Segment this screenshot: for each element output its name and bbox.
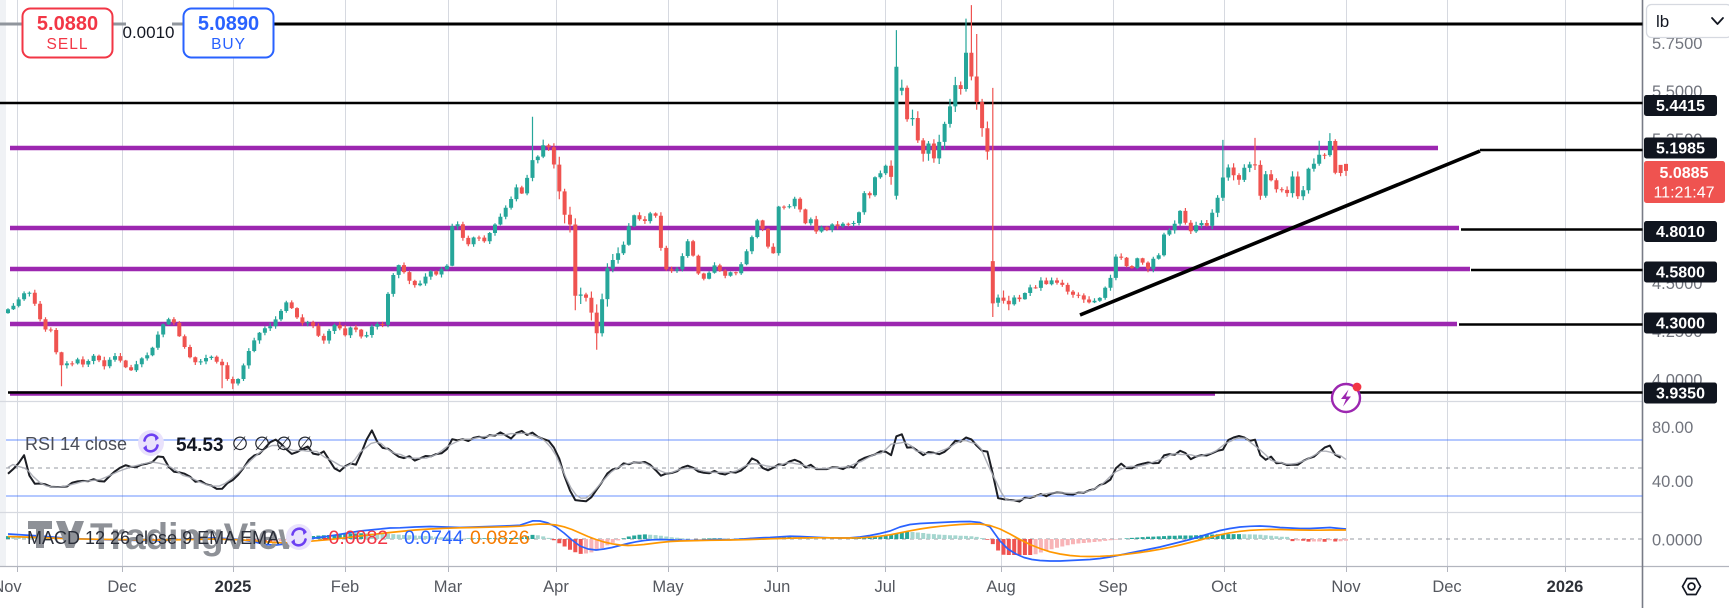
svg-text:54.53: 54.53 (176, 435, 224, 456)
svg-text:Apr: Apr (543, 578, 569, 596)
svg-text:4.3000: 4.3000 (1656, 316, 1705, 333)
svg-text:3.9350: 3.9350 (1656, 386, 1705, 403)
svg-text:lb: lb (1656, 12, 1669, 31)
svg-text:RSI 14 close: RSI 14 close (25, 434, 127, 454)
svg-text:4.5800: 4.5800 (1656, 265, 1705, 282)
svg-text:2026: 2026 (1547, 578, 1584, 596)
svg-text:Oct: Oct (1211, 578, 1237, 596)
svg-text:2025: 2025 (215, 578, 252, 596)
svg-text:Aug: Aug (986, 578, 1015, 596)
svg-text:∅: ∅ (297, 434, 314, 455)
svg-text:∅: ∅ (232, 434, 249, 455)
svg-text:11:21:47: 11:21:47 (1653, 185, 1714, 202)
svg-text:5.4415: 5.4415 (1656, 98, 1705, 115)
svg-text:SELL: SELL (47, 36, 89, 53)
svg-text:Feb: Feb (331, 578, 359, 596)
svg-text:5.1985: 5.1985 (1656, 141, 1705, 158)
svg-text:40.00: 40.00 (1652, 473, 1693, 491)
svg-text:Nov: Nov (1331, 578, 1361, 596)
svg-text:May: May (652, 578, 684, 596)
svg-text:Jul: Jul (874, 578, 895, 596)
svg-text:-0.0082: -0.0082 (322, 527, 388, 549)
svg-text:0.0000: 0.0000 (1652, 532, 1702, 550)
svg-text:0.0744: 0.0744 (404, 527, 464, 549)
svg-text:Nov: Nov (0, 578, 22, 596)
svg-text:0.0010: 0.0010 (123, 23, 175, 42)
svg-text:∅: ∅ (276, 434, 293, 455)
svg-text:Jun: Jun (764, 578, 791, 596)
svg-text:0.0826: 0.0826 (470, 527, 530, 549)
svg-text:5.0890: 5.0890 (198, 13, 259, 35)
svg-text:4.8010: 4.8010 (1656, 224, 1705, 241)
svg-text:5.0880: 5.0880 (37, 13, 98, 35)
svg-text:MACD 12 26 close 9 EMA EMA: MACD 12 26 close 9 EMA EMA (27, 528, 279, 548)
svg-text:5.0885: 5.0885 (1660, 165, 1709, 182)
svg-text:80.00: 80.00 (1652, 419, 1693, 437)
svg-text:∅: ∅ (254, 434, 271, 455)
svg-text:Dec: Dec (107, 578, 136, 596)
svg-text:Mar: Mar (434, 578, 463, 596)
svg-text:BUY: BUY (211, 36, 246, 53)
svg-text:Dec: Dec (1432, 578, 1461, 596)
svg-text:Sep: Sep (1098, 578, 1127, 596)
